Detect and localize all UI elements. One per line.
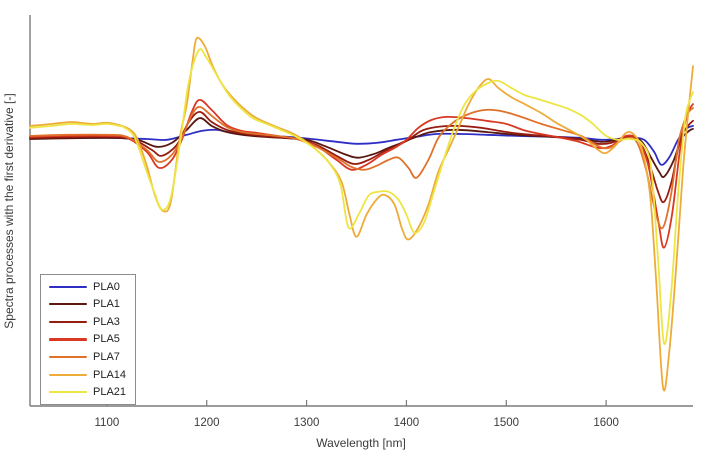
legend-item: PLA1: [49, 296, 131, 312]
legend-label: PLA14: [93, 368, 127, 381]
legend-line-swatch: [49, 320, 87, 323]
y-axis-label: Spectra processes with the first derivat…: [2, 93, 16, 328]
legend-label: PLA7: [93, 351, 120, 364]
series-line-PLA7: [29, 106, 694, 230]
series-line-PLA0: [29, 125, 694, 166]
legend-line-swatch: [49, 391, 87, 394]
legend-line-swatch: [49, 355, 87, 359]
legend-item: PLA21: [49, 384, 131, 400]
legend-label: PLA5: [93, 333, 120, 346]
legend-item: PLA14: [49, 367, 131, 383]
legend-item: PLA3: [49, 314, 131, 330]
x-tick-label: 1600: [593, 417, 619, 429]
x-tick-label: 1500: [493, 417, 519, 429]
legend-line-swatch: [49, 285, 87, 288]
legend: PLA0 PLA1 PLA3 PLA5 PLA7 PLA14 PLA21: [40, 274, 136, 405]
legend-label: PLA1: [93, 298, 120, 311]
legend-line-swatch: [49, 338, 87, 341]
legend-item: PLA0: [49, 279, 131, 295]
x-tick-label: 1100: [95, 417, 120, 429]
axes: 1100 1200 1300 1400 1500 1600: [29, 15, 693, 429]
legend-line-swatch: [49, 303, 87, 306]
legend-line-swatch: [49, 373, 87, 376]
x-tick-label: 1300: [294, 417, 320, 429]
series-line-PLA21: [29, 48, 694, 345]
legend-item: PLA7: [49, 349, 131, 365]
legend-label: PLA0: [93, 280, 120, 293]
legend-label: PLA21: [93, 386, 127, 399]
legend-item: PLA5: [49, 331, 131, 347]
x-axis-label: Wavelength [nm]: [316, 436, 406, 450]
x-tick-label: 1200: [194, 417, 220, 429]
series-lines: [29, 36, 694, 392]
series-line-PLA14: [29, 36, 694, 392]
legend-label: PLA3: [93, 315, 120, 328]
x-tick-label: 1400: [394, 417, 420, 429]
